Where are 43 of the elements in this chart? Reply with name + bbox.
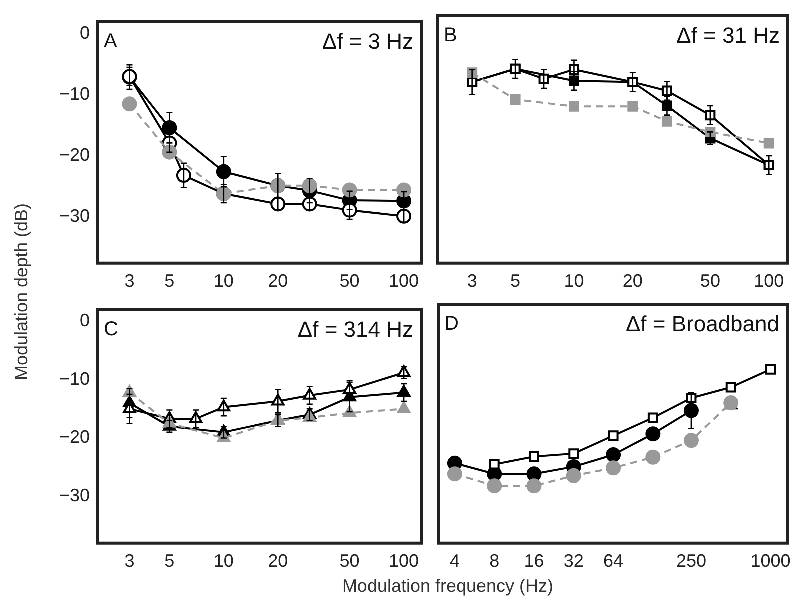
y-tick-label: −30 — [59, 486, 90, 506]
x-tick-label: 4 — [450, 551, 460, 572]
annotation: D — [444, 313, 459, 336]
annotation: Δf = 31 Hz — [676, 23, 780, 48]
annotation: A — [104, 30, 118, 52]
x-axis-title: Modulation frequency (Hz) — [342, 576, 554, 596]
x-tick-label: 5 — [510, 271, 521, 292]
x-tick-label: 10 — [214, 551, 234, 572]
annotation: Δf = 3 Hz — [322, 28, 414, 54]
x-tick-label: 20 — [268, 271, 288, 292]
x-tick-label: 100 — [754, 271, 784, 292]
y-tick-label: 0 — [80, 310, 90, 330]
x-tick-label: 250 — [676, 551, 706, 572]
annotation: Δf = 314 Hz — [298, 316, 414, 342]
x-tick-label: 3 — [124, 271, 135, 292]
x-tick-label: 20 — [622, 271, 643, 292]
y-tick-label: −10 — [59, 84, 90, 104]
y-tick-label: −30 — [59, 206, 90, 226]
x-tick-label: 50 — [340, 271, 360, 292]
x-tick-label: 5 — [164, 551, 175, 572]
x-tick-label: 50 — [700, 271, 720, 292]
x-tick-label: 10 — [564, 271, 584, 292]
x-tick-label: 3 — [124, 551, 135, 572]
annotation: B — [444, 24, 458, 47]
y-axis-title: Modulation depth (dB) — [12, 203, 32, 381]
y-tick-label: −20 — [59, 144, 90, 165]
x-tick-label: 5 — [164, 271, 175, 292]
x-tick-label: 8 — [490, 551, 500, 572]
x-tick-label: 32 — [564, 551, 584, 572]
y-tick-label: −20 — [59, 427, 90, 448]
x-tick-label: 100 — [389, 551, 420, 572]
x-tick-label: 100 — [389, 271, 420, 292]
x-tick-label: 3 — [467, 271, 478, 292]
y-tick-label: 0 — [80, 22, 90, 43]
y-tick-label: −10 — [59, 368, 90, 389]
x-tick-label: 16 — [524, 551, 544, 572]
annotation: C — [104, 318, 118, 340]
annotation: Δf = Broadband — [626, 312, 780, 337]
x-tick-label: 10 — [214, 271, 234, 292]
x-tick-label: 64 — [604, 551, 624, 572]
x-tick-label: 1000 — [750, 551, 791, 572]
x-tick-label: 20 — [268, 551, 288, 572]
x-tick-label: 50 — [340, 551, 360, 572]
